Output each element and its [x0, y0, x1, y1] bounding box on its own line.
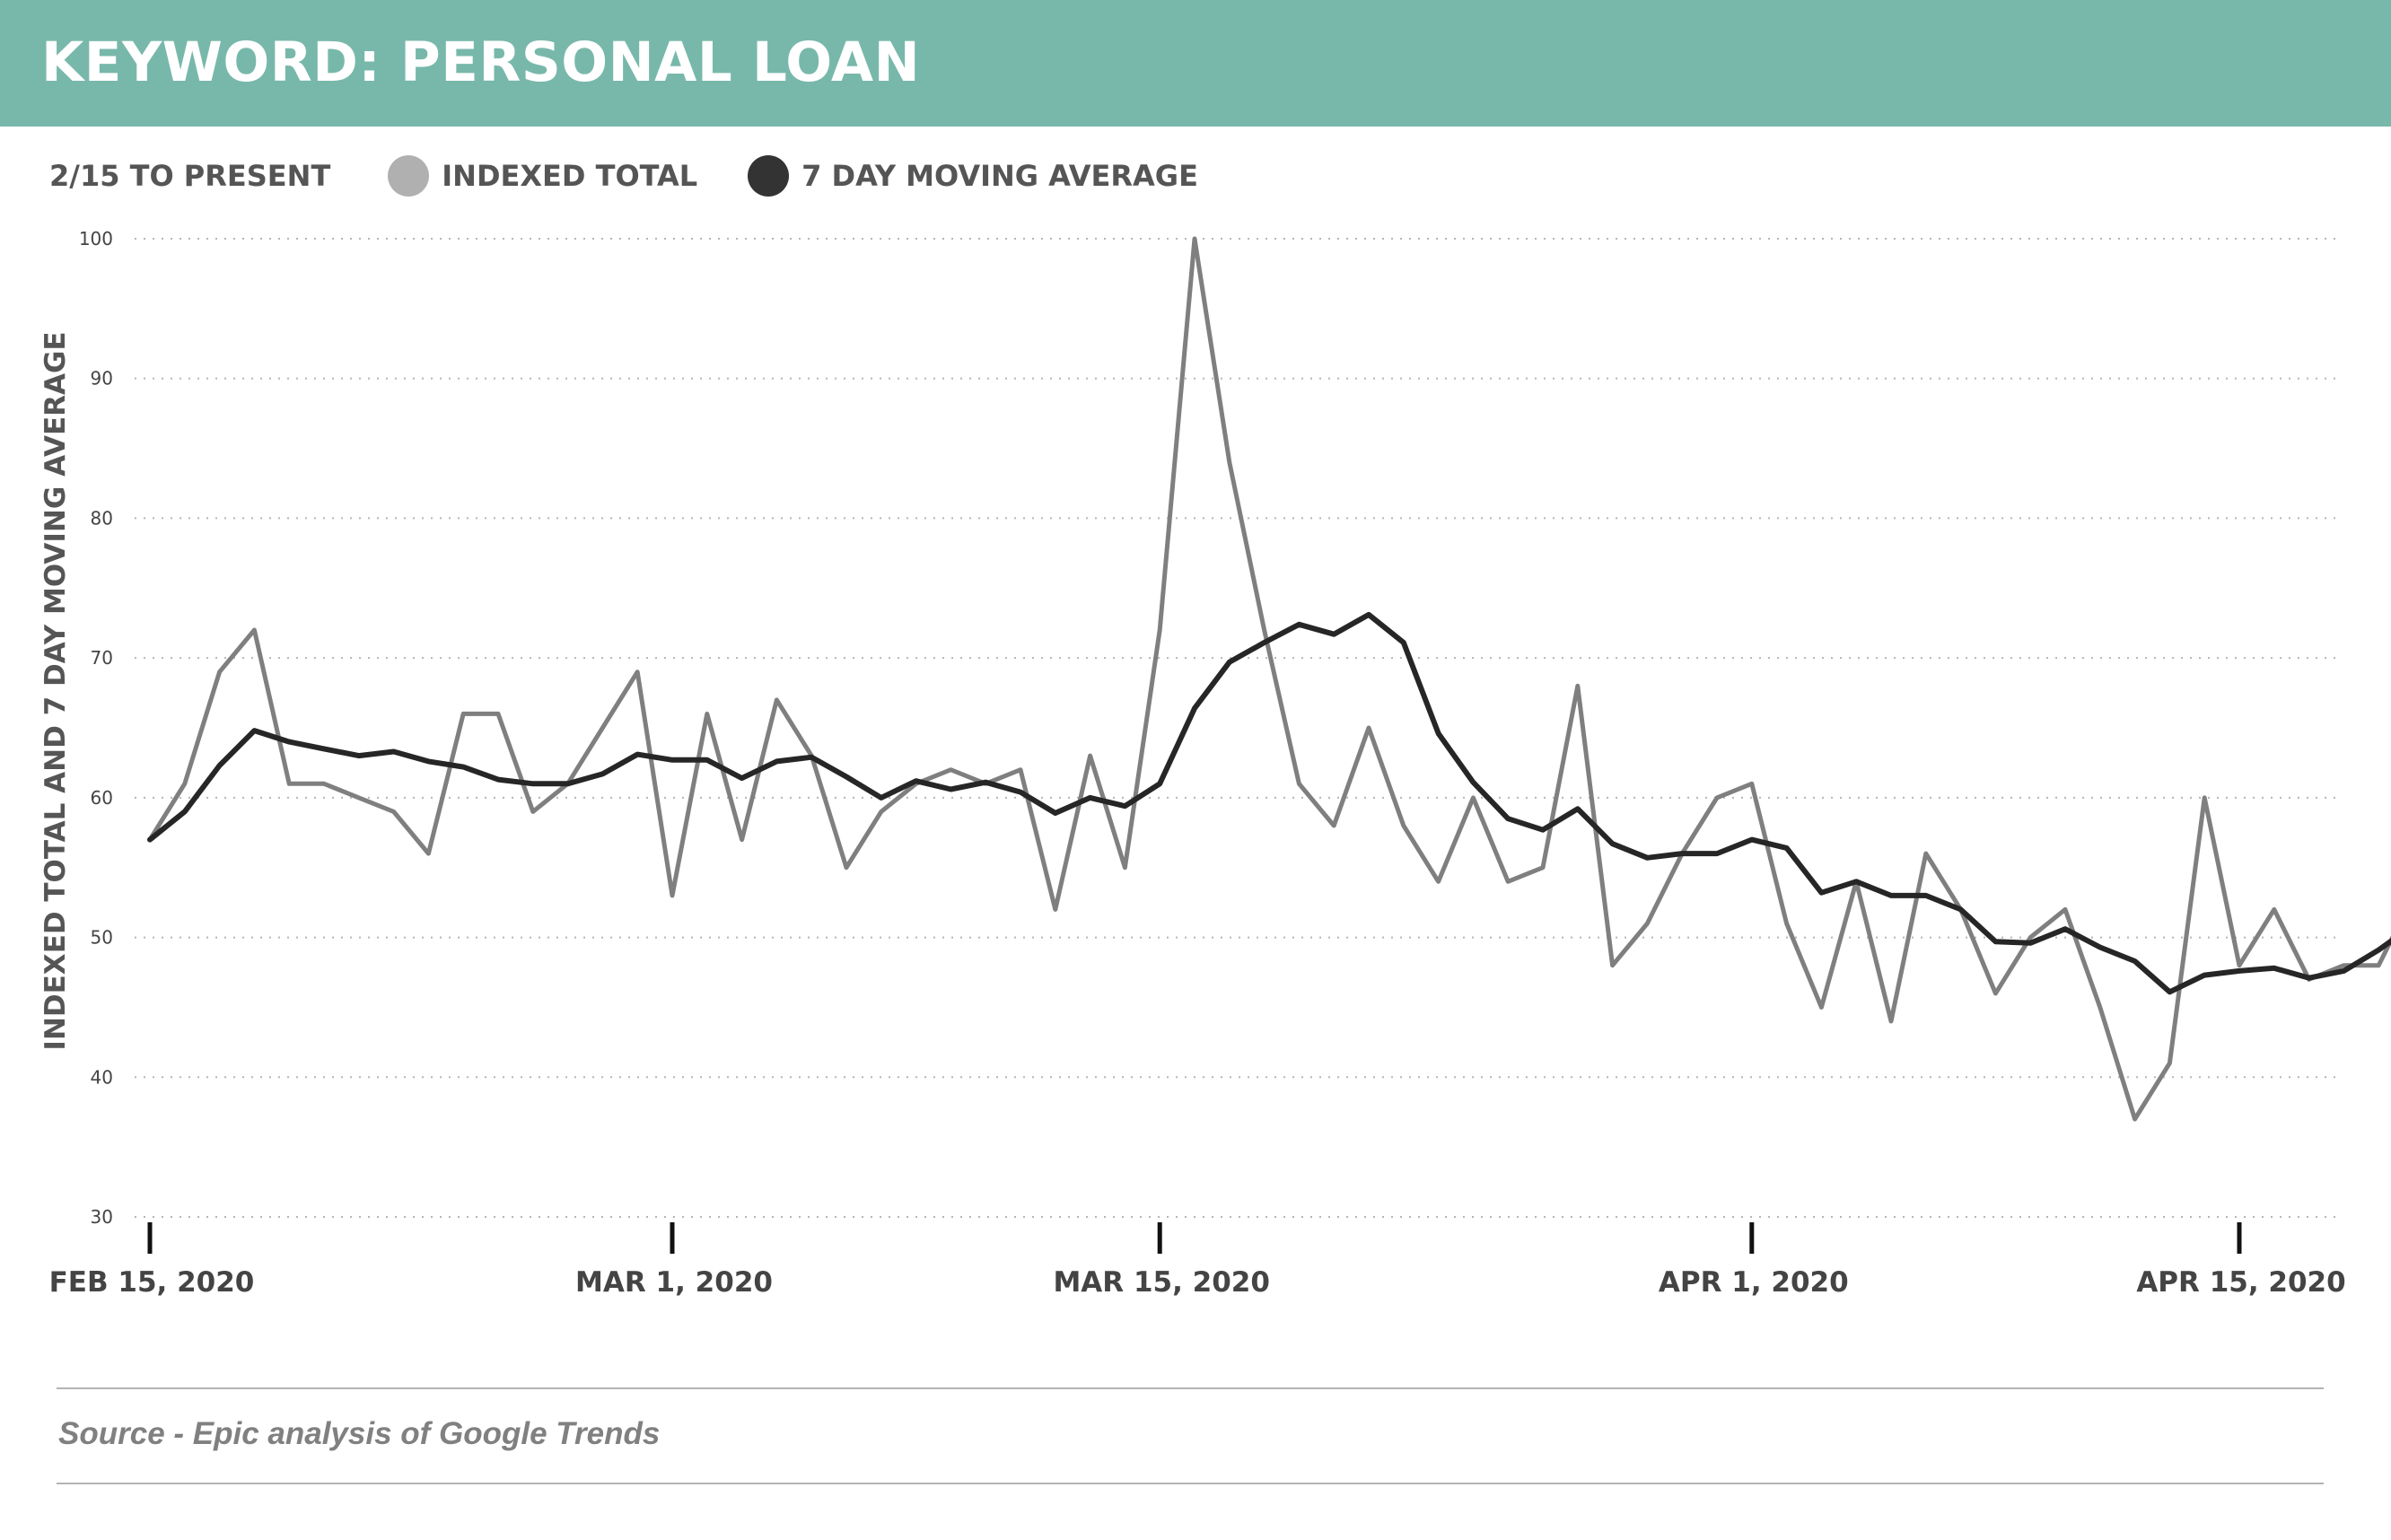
y-axis-ticks: 30 40 50 60 70 80 90 100 — [79, 228, 113, 1228]
title-banner: KEYWORD: PERSONAL LOAN — [0, 0, 2391, 127]
series-line-indexed-total — [147, 236, 2391, 1122]
series-lines — [147, 236, 2391, 1122]
series-line-moving-average — [147, 611, 2391, 995]
y-tick-label-80: 80 — [91, 507, 113, 529]
x-tick-label-0: FEB 15, 2020 — [49, 1266, 255, 1299]
legend-label-indexed-total: INDEXED TOTAL — [442, 159, 698, 193]
legend-label-moving-average: 7 DAY MOVING AVERAGE — [801, 159, 1198, 193]
x-tick-label-3: APR 1, 2020 — [1659, 1266, 1849, 1299]
x-tick-label-2: MAR 15, 2020 — [1053, 1266, 1270, 1299]
source-divider-bottom — [57, 1483, 2324, 1484]
x-axis-ticks: FEB 15, 2020 MAR 1, 2020 MAR 15, 2020 APR 1… — [49, 1222, 2346, 1299]
y-tick-label-70: 70 — [91, 647, 113, 669]
y-tick-label-60: 60 — [91, 787, 113, 809]
x-tick-label-4: APR 15, 2020 — [2136, 1266, 2345, 1299]
x-tick-label-1: MAR 1, 2020 — [575, 1266, 773, 1299]
source-note: Source - Epic analysis of Google Trends — [58, 1416, 661, 1451]
legend-swatch-indexed-total — [388, 155, 430, 197]
legend-swatch-moving-average — [748, 155, 790, 197]
y-tick-label-40: 40 — [91, 1066, 113, 1088]
chart-title: KEYWORD: PERSONAL LOAN — [41, 31, 921, 94]
y-tick-label-30: 30 — [91, 1206, 113, 1228]
legend-item-moving-average: 7 DAY MOVING AVERAGE — [748, 155, 1198, 197]
date-range-label: 2/15 TO PRESENT — [49, 159, 331, 193]
y-tick-label-90: 90 — [91, 368, 113, 389]
source-divider-top — [57, 1387, 2324, 1389]
legend-item-indexed-total: INDEXED TOTAL — [388, 155, 697, 197]
y-tick-label-100: 100 — [79, 228, 113, 249]
gridlines — [135, 238, 2338, 1218]
y-axis-label: INDEXED TOTAL AND 7 DAY MOVING AVERAGE — [39, 331, 72, 1050]
legend: 2/15 TO PRESENT INDEXED TOTAL 7 DAY MOVI… — [49, 154, 1248, 197]
y-tick-label-50: 50 — [91, 927, 113, 949]
